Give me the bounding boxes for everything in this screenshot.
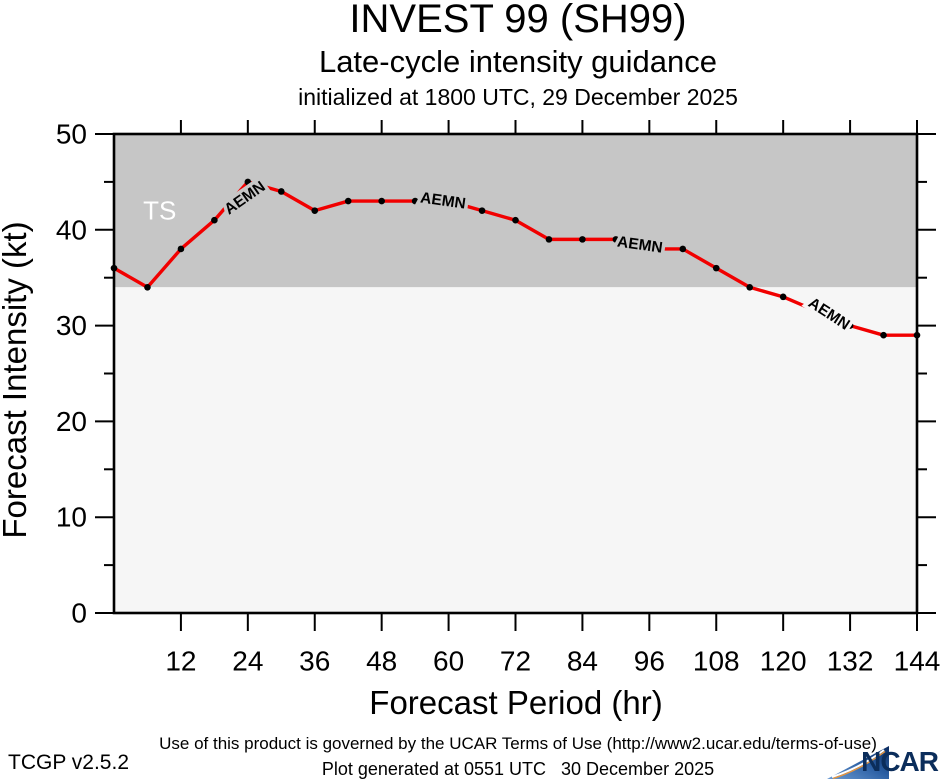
data-point xyxy=(378,197,385,205)
x-tick-label: 144 xyxy=(894,646,940,677)
data-point xyxy=(144,283,151,291)
ts-intensity-band xyxy=(114,134,917,288)
data-point xyxy=(913,331,921,339)
data-point xyxy=(746,283,754,291)
data-point xyxy=(679,245,687,253)
x-tick-label: 84 xyxy=(567,646,598,677)
x-tick-label: 108 xyxy=(693,646,740,677)
data-point xyxy=(311,207,319,214)
data-point xyxy=(110,264,118,272)
data-point xyxy=(344,197,352,205)
x-tick-label: 36 xyxy=(299,646,330,677)
ts-band-label: TS xyxy=(143,196,176,226)
data-point xyxy=(545,236,553,243)
ncar-logo-triangle-icon xyxy=(827,746,889,780)
generated-timestamp: Plot generated at 0551 UTC 30 December 2… xyxy=(321,759,715,779)
page-subtitle: Late-cycle intensity guidance xyxy=(318,44,718,79)
y-tick-label: 10 xyxy=(56,502,87,533)
y-tick-label: 0 xyxy=(71,598,87,629)
x-axis-title: Forecast Period (hr) xyxy=(369,684,662,721)
plot-frame xyxy=(112,132,919,615)
y-tick-label: 40 xyxy=(56,214,87,245)
x-tick-label: 12 xyxy=(165,646,196,677)
data-point xyxy=(880,331,887,339)
data-point xyxy=(211,216,218,224)
x-tick-label: 48 xyxy=(366,646,397,677)
data-point xyxy=(478,207,486,214)
y-tick-label: 50 xyxy=(56,119,87,150)
data-point xyxy=(177,245,185,253)
axis-ticks: 12 24 36 48 60 72 84 96 108 120 132 144 0 10 20 30 40 50 xyxy=(56,119,940,677)
init-time-line: initialized at 1800 UTC, 29 December 202… xyxy=(298,84,738,110)
data-point xyxy=(579,236,586,243)
x-tick-label: 132 xyxy=(827,646,874,677)
version-text: TCGP v2.5.2 xyxy=(8,751,129,774)
forecast-line-group xyxy=(110,178,921,339)
x-tick-label: 60 xyxy=(433,646,464,677)
y-tick-label: 20 xyxy=(56,406,87,437)
x-tick-label: 120 xyxy=(760,646,807,677)
axes-frame xyxy=(112,132,919,615)
data-point xyxy=(512,216,519,224)
data-point xyxy=(277,188,285,195)
y-tick-label: 30 xyxy=(56,310,87,341)
data-point xyxy=(244,178,252,186)
ncar-logo-text: NCAR xyxy=(861,746,939,777)
data-point xyxy=(411,197,419,205)
page-title: INVEST 99 (SH99) xyxy=(349,0,687,41)
region-labels: TS xyxy=(143,196,176,226)
intensity-bands xyxy=(114,134,917,613)
x-tick-label: 96 xyxy=(634,646,665,677)
data-point xyxy=(846,322,854,329)
data-point xyxy=(779,293,787,301)
y-axis-title: Forecast Intensity (kt) xyxy=(0,221,33,538)
below-ts-band xyxy=(114,287,917,613)
terms-of-use-text: Use of this product is governed by the U… xyxy=(159,734,877,753)
ncar-logo: NCAR xyxy=(826,744,939,780)
x-tick-label: 72 xyxy=(500,646,531,677)
x-tick-label: 24 xyxy=(232,646,263,677)
data-point xyxy=(612,236,620,243)
data-point xyxy=(712,264,720,272)
